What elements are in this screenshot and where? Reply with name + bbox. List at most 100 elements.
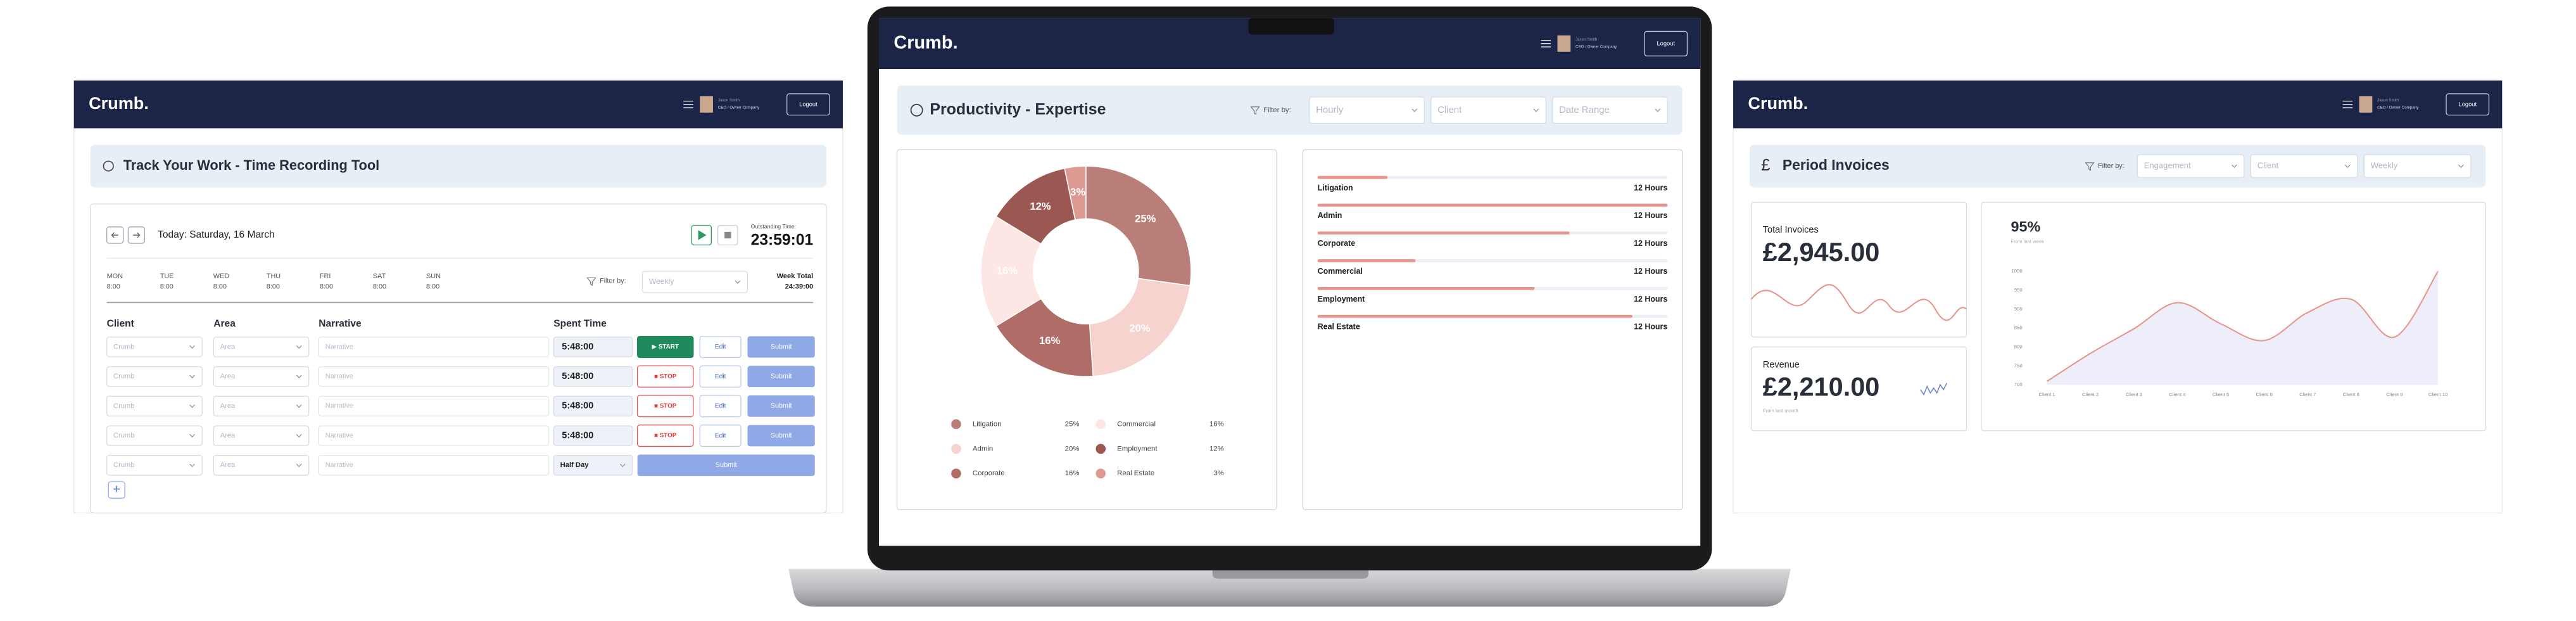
select[interactable] xyxy=(2137,154,2245,178)
logout-button[interactable] xyxy=(1644,30,1688,56)
day-time: 8:00 xyxy=(320,283,333,291)
add-label[interactable]: + xyxy=(113,482,120,497)
narrative-input[interactable] xyxy=(318,395,550,417)
edit-button[interactable] xyxy=(699,335,742,358)
action-label[interactable]: ■ STOP xyxy=(654,373,677,380)
edit-button[interactable] xyxy=(699,365,742,388)
select[interactable] xyxy=(1430,96,1546,124)
day-time: 8:00 xyxy=(160,283,174,291)
select[interactable] xyxy=(106,366,203,387)
logout-label[interactable]: Logout xyxy=(799,101,818,107)
submit-button[interactable] xyxy=(747,395,815,417)
add-button[interactable] xyxy=(108,481,125,499)
edit-label[interactable]: Edit xyxy=(715,343,726,350)
narrative-input[interactable] xyxy=(318,336,550,357)
narrative-input[interactable] xyxy=(318,366,550,387)
line xyxy=(2047,271,2439,382)
submit-button[interactable] xyxy=(637,454,815,477)
mini-wave xyxy=(1920,383,1948,396)
select[interactable] xyxy=(213,455,310,476)
chevron xyxy=(296,404,302,408)
edit-label[interactable]: Edit xyxy=(715,373,726,380)
select[interactable] xyxy=(106,336,203,357)
select[interactable] xyxy=(1552,96,1668,124)
select[interactable] xyxy=(553,455,633,476)
select[interactable] xyxy=(106,425,203,446)
arrow xyxy=(111,232,141,238)
submit-label[interactable]: Submit xyxy=(771,402,792,410)
action-button[interactable] xyxy=(636,425,694,447)
clock-icon xyxy=(103,160,114,172)
select[interactable] xyxy=(213,366,310,387)
x-tick-label: Client 9 xyxy=(2386,392,2402,397)
card xyxy=(1981,202,2486,432)
action-label[interactable]: ■ STOP xyxy=(654,402,677,409)
select[interactable] xyxy=(2250,154,2358,178)
donut-label: 20% xyxy=(1129,323,1150,335)
x-tick-label: Client 7 xyxy=(2299,392,2316,397)
logout-label[interactable]: Logout xyxy=(1657,40,1675,46)
kpi-label: Total Invoices xyxy=(1763,225,1819,235)
submit-label[interactable]: Submit xyxy=(716,461,737,469)
column-header: Client xyxy=(107,318,134,329)
select-value: Area xyxy=(220,432,236,440)
x-tick-label: Client 1 xyxy=(2038,392,2055,397)
narrative-input[interactable] xyxy=(318,425,550,446)
chevron xyxy=(2458,164,2464,169)
select[interactable] xyxy=(213,395,310,417)
narrative-placeholder: Narrative xyxy=(325,432,353,439)
select[interactable] xyxy=(106,395,203,417)
submit-label[interactable]: Submit xyxy=(771,343,792,350)
select[interactable] xyxy=(2363,154,2472,178)
x-tick-label: Client 10 xyxy=(2428,392,2448,397)
select[interactable] xyxy=(106,455,203,476)
legend-swatch xyxy=(951,444,961,454)
edit-label[interactable]: Edit xyxy=(715,432,726,439)
select-value: Area xyxy=(220,373,236,380)
submit-button[interactable] xyxy=(747,366,815,388)
chart-title: 95% xyxy=(2011,219,2041,235)
bar xyxy=(1317,314,1633,318)
chevron xyxy=(189,345,195,349)
action-label[interactable]: ■ STOP xyxy=(654,432,677,439)
submit-button[interactable] xyxy=(747,425,815,447)
edit-button[interactable] xyxy=(699,425,742,447)
edit-label[interactable]: Edit xyxy=(715,403,726,410)
y-tick-label: 700 xyxy=(2014,381,2023,387)
chevron xyxy=(735,280,741,285)
bar-hours: 12 Hours xyxy=(1634,323,1667,331)
chevron xyxy=(189,463,195,468)
time-value: 5:48:00 xyxy=(562,342,593,352)
legend-label: Corporate xyxy=(973,470,1005,477)
action-button[interactable] xyxy=(636,395,694,418)
logout-button[interactable] xyxy=(786,93,830,116)
logout-button[interactable] xyxy=(2446,93,2490,116)
chevron xyxy=(1411,108,1418,112)
bar-hours: 12 Hours xyxy=(1634,183,1667,192)
submit-label[interactable]: Submit xyxy=(771,373,792,380)
select[interactable] xyxy=(1309,96,1425,124)
action-button[interactable] xyxy=(636,365,694,388)
action-button[interactable] xyxy=(636,335,694,358)
logout-label[interactable]: Logout xyxy=(2459,101,2477,107)
laptop-base xyxy=(788,568,1791,607)
chevron xyxy=(296,375,302,379)
legend-label: Employment xyxy=(1117,445,1158,452)
narrative-input[interactable] xyxy=(318,455,550,476)
select-value: Client xyxy=(2257,161,2279,170)
select[interactable] xyxy=(213,336,310,357)
brand: Crumb. xyxy=(1748,93,1808,113)
user-role: CEO / Owner Company xyxy=(1575,45,1617,49)
select[interactable] xyxy=(641,271,748,293)
edit-button[interactable] xyxy=(699,395,742,418)
submit-label[interactable]: Submit xyxy=(771,432,792,439)
donut-label: 16% xyxy=(1039,335,1060,347)
page-title: Track Your Work - Time Recording Tool xyxy=(123,157,380,173)
submit-button[interactable] xyxy=(747,336,815,358)
bar xyxy=(1317,231,1570,235)
select[interactable] xyxy=(213,425,310,446)
action-label[interactable]: ▶ START xyxy=(652,343,679,350)
donut-label: 12% xyxy=(1030,200,1051,212)
kpi-value: £2,210.00 xyxy=(1763,372,1880,402)
title-bar xyxy=(90,144,826,188)
